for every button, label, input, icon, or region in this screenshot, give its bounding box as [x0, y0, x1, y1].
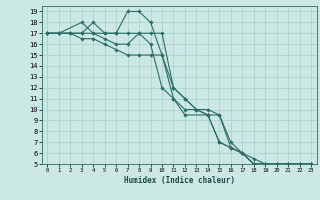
X-axis label: Humidex (Indice chaleur): Humidex (Indice chaleur) — [124, 176, 235, 185]
